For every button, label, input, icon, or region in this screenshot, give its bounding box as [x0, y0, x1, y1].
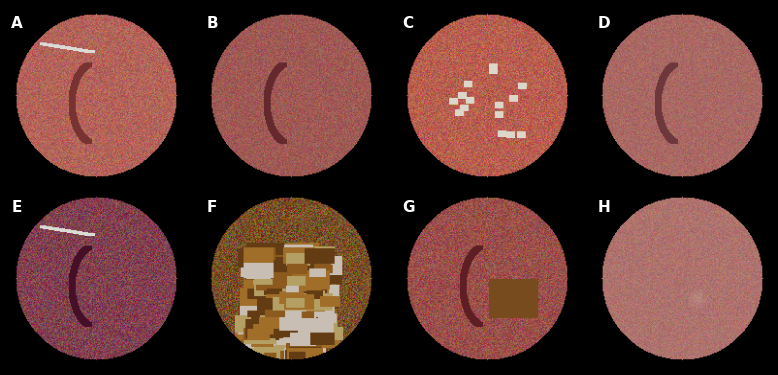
- Text: E: E: [11, 200, 22, 215]
- Text: H: H: [598, 200, 611, 215]
- Text: D: D: [598, 16, 610, 32]
- Text: G: G: [402, 200, 415, 215]
- Text: C: C: [402, 16, 413, 32]
- Text: F: F: [207, 200, 217, 215]
- Text: A: A: [11, 16, 23, 32]
- Text: B: B: [207, 16, 219, 32]
